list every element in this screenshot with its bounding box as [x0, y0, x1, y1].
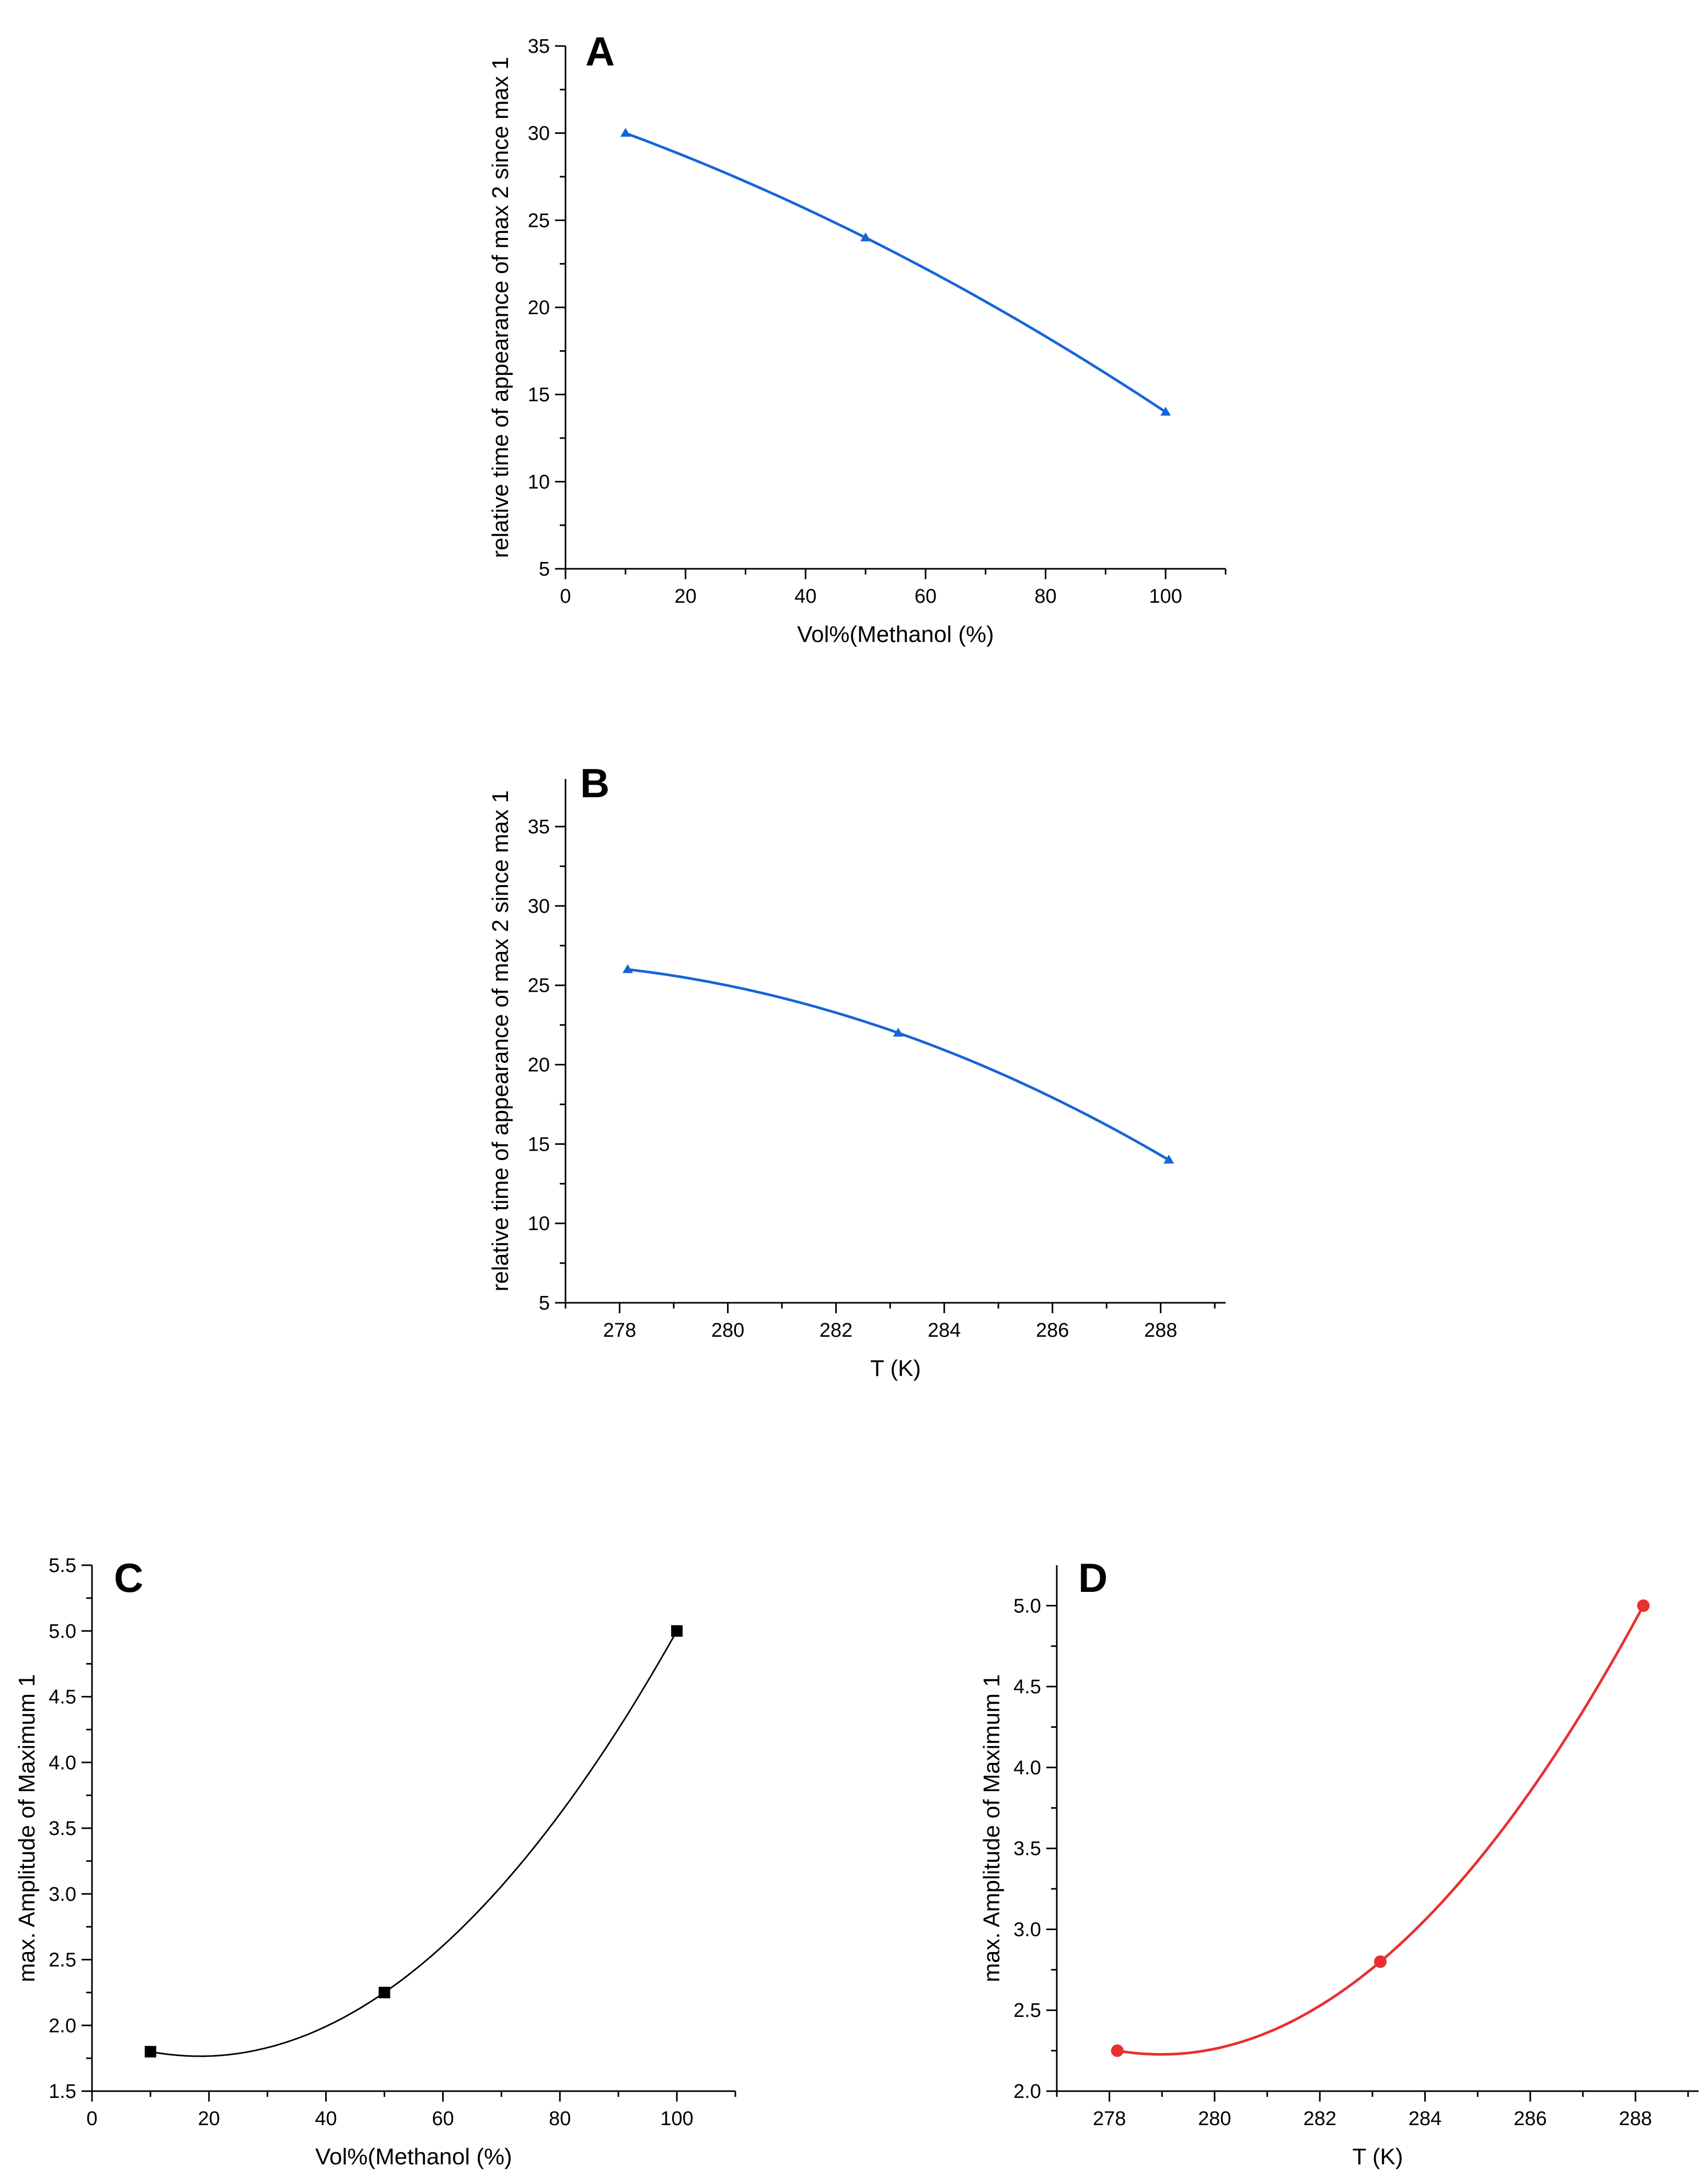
y-tick-label: 1.5 — [49, 2081, 76, 2103]
y-tick-label: 25 — [528, 210, 550, 232]
y-tick-label: 2.5 — [1013, 2000, 1041, 2022]
x-tick-label: 280 — [1198, 2108, 1231, 2130]
series-line — [1117, 1605, 1645, 2056]
panel-a: 0 20 40 60 80 100 5 10 15 20 25 30 35 Vol%(Methanol (… — [488, 28, 1227, 647]
data-point — [1111, 2044, 1124, 2057]
x-tick-label: 278 — [1093, 2108, 1126, 2130]
y-axis-title: relative time of appearance of max 2 sin… — [488, 790, 513, 1292]
x-axis-title: Vol%(Methanol (%) — [797, 622, 994, 647]
y-tick-label: 3.5 — [49, 1818, 76, 1840]
x-tick-label: 282 — [1303, 2108, 1336, 2130]
panel-d: 278 280 282 284 286 288 2.0 2.5 3.0 3.5 4.0 4.5 5.0 T… — [979, 1555, 1699, 2170]
y-tick-label: 2.5 — [49, 1949, 76, 1971]
y-tick-label: 3.5 — [1013, 1838, 1041, 1860]
x-tick-label: 282 — [820, 1320, 852, 1341]
x-tick-label: 288 — [1144, 1320, 1177, 1341]
y-tick-label: 35 — [528, 36, 550, 58]
x-tick-label: 278 — [603, 1320, 636, 1341]
x-tick-label: 0 — [560, 586, 571, 607]
y-tick-label: 5 — [539, 558, 550, 580]
panel-letter: D — [1078, 1555, 1107, 1601]
y-tick-label: 3.0 — [1013, 1919, 1041, 1941]
y-tick-label: 20 — [528, 1054, 550, 1076]
panel-letter: A — [585, 28, 615, 74]
x-tick-label: 100 — [1149, 586, 1182, 607]
data-point — [1637, 1599, 1650, 1612]
y-tick-label: 2.0 — [1013, 2081, 1041, 2103]
x-tick-label: 40 — [315, 2108, 337, 2130]
data-point — [1160, 407, 1171, 416]
panel-letter: B — [580, 760, 609, 806]
y-tick-label: 5.0 — [1013, 1595, 1041, 1617]
y-tick-label: 15 — [528, 1133, 550, 1155]
data-point — [620, 128, 631, 137]
y-tick-label: 4.5 — [1013, 1676, 1041, 1698]
x-tick-label: 60 — [432, 2108, 454, 2130]
data-point — [860, 232, 871, 242]
y-axis-title: max. Amplitude of Maximum 1 — [979, 1674, 1005, 1982]
x-axis-title: T (K) — [870, 1356, 921, 1381]
y-tick-label: 25 — [528, 975, 550, 997]
x-tick-label: 60 — [915, 586, 937, 607]
data-point — [1163, 1154, 1174, 1164]
x-tick-label: 284 — [1409, 2108, 1441, 2130]
x-tick-label: 20 — [674, 586, 696, 607]
x-axis-title: Vol%(Methanol (%) — [315, 2144, 512, 2170]
y-tick-label: 5 — [539, 1292, 550, 1314]
data-point — [144, 2046, 156, 2058]
x-tick-label: 284 — [928, 1320, 961, 1341]
series-line — [150, 1631, 678, 2057]
x-axis-title: T (K) — [1353, 2144, 1403, 2170]
y-tick-label: 2.0 — [49, 2015, 76, 2037]
y-tick-label: 10 — [528, 1213, 550, 1235]
y-tick-label: 4.0 — [49, 1752, 76, 1774]
y-tick-label: 4.5 — [49, 1686, 76, 1708]
data-point — [378, 1987, 390, 1999]
x-tick-label: 80 — [549, 2108, 571, 2130]
data-point — [1374, 1955, 1387, 1968]
panel-b: 278 280 282 284 286 288 5 10 15 20 25 30 35 T (K) rela… — [488, 760, 1226, 1381]
x-tick-label: 40 — [794, 586, 816, 607]
panel-c: 0 20 40 60 80 100 1.5 2.0 2.5 3.0 3.5 4.0 4.5 5.0 5.5 V… — [14, 1555, 736, 2170]
x-tick-label: 280 — [711, 1320, 744, 1341]
data-point — [893, 1027, 904, 1037]
x-tick-label: 80 — [1034, 586, 1056, 607]
data-point — [622, 964, 633, 973]
y-tick-label: 35 — [528, 816, 550, 838]
y-tick-label: 4.0 — [1013, 1757, 1041, 1779]
x-tick-label: 286 — [1036, 1320, 1069, 1341]
y-tick-label: 15 — [528, 384, 550, 406]
x-tick-label: 0 — [86, 2108, 97, 2130]
y-tick-label: 5.0 — [49, 1621, 76, 1643]
y-tick-label: 20 — [528, 297, 550, 319]
series-line — [625, 132, 1167, 414]
series-line — [627, 968, 1170, 1161]
y-axis-title: max. Amplitude of Maximum 1 — [14, 1674, 40, 1982]
panel-letter: C — [114, 1555, 143, 1601]
y-axis-title: relative time of appearance of max 2 sin… — [488, 57, 513, 558]
y-tick-label: 5.5 — [49, 1555, 76, 1577]
y-tick-label: 30 — [528, 896, 550, 917]
y-tick-label: 30 — [528, 123, 550, 145]
x-tick-label: 286 — [1514, 2108, 1547, 2130]
x-tick-label: 100 — [660, 2108, 693, 2130]
y-tick-label: 3.0 — [49, 1884, 76, 1906]
y-tick-label: 10 — [528, 471, 550, 493]
x-tick-label: 288 — [1619, 2108, 1652, 2130]
x-tick-label: 20 — [198, 2108, 220, 2130]
data-point — [671, 1625, 683, 1637]
